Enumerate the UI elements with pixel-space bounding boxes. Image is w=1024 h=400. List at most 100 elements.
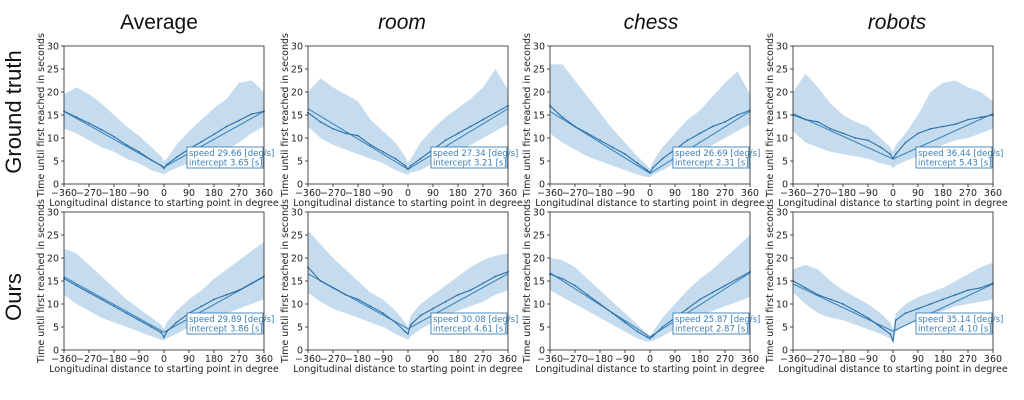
chart-1-point-17 — [494, 111, 497, 114]
chart-4-point-10 — [165, 330, 168, 333]
chart-2-xtick-label-3: −90 — [615, 188, 635, 199]
chart-7-point-9 — [892, 339, 894, 342]
chart-7-point-16 — [967, 289, 969, 292]
chart-4-point-16 — [238, 289, 240, 292]
chart-4-ytick-label-5: 25 — [47, 231, 59, 242]
chart-4-point-7 — [150, 326, 153, 328]
chart-7-point-6 — [867, 316, 869, 319]
chart-7-ytick-label-0: 0 — [782, 346, 788, 357]
chart-2-ytick-label-5: 25 — [533, 65, 545, 76]
chart-6-fit-annotation-box — [672, 312, 750, 335]
chart-0-xtick-label-8: 360 — [255, 188, 273, 199]
chart-5-point-14 — [457, 293, 459, 296]
chart-6-point-15 — [711, 291, 714, 294]
chart-3-x-axis-label: Longitudinal distance to starting point … — [778, 198, 1008, 209]
chart-3-point-4 — [842, 132, 844, 135]
chart-2-ytick-label-0: 0 — [539, 180, 545, 191]
chart-7-ytick-label-2: 10 — [776, 300, 788, 311]
chart-7-ytick-label-3: 15 — [776, 277, 788, 288]
chart-2-point-8 — [646, 169, 649, 172]
chart-4-point-13 — [200, 305, 203, 308]
chart-1-ytick-label-1: 5 — [297, 157, 303, 168]
chart-1-fit-annotation-box — [430, 146, 508, 169]
chart-7-xtick-label-5: 90 — [912, 354, 924, 365]
chart-0-point-16 — [238, 119, 240, 122]
chart-0-xtick-label-7: 270 — [230, 188, 248, 199]
chart-3-ytick-label-3: 15 — [776, 111, 788, 122]
chart-4-point-17 — [250, 282, 253, 285]
chart-4-xtick-label-8: 360 — [255, 354, 273, 365]
chart-7-xtick-label-4: 0 — [890, 354, 896, 365]
chart-5-confidence-band — [308, 230, 508, 340]
chart-2-xtick-label-2: −180 — [587, 188, 613, 199]
chart-1-point-4 — [357, 134, 359, 137]
chart-0-point-17 — [250, 113, 253, 115]
chart-5-point-5 — [369, 305, 372, 308]
chart-5-xtick-label-7: 270 — [474, 354, 492, 365]
chart-4-ytick-label-4: 20 — [47, 254, 59, 265]
chart-6-fit-annotation-line-1: intercept 2.87 [s] — [675, 325, 749, 335]
chart-panel-2: −360−270−180 −90 0 90 180 270 360 0 5 10 15 20 25 30 L… — [522, 33, 765, 209]
chart-2-xtick-label-6: 180 — [691, 188, 709, 199]
chart-5-xtick-label-4: 0 — [405, 354, 411, 365]
chart-7-point-11 — [904, 312, 907, 315]
chart-3-point-9 — [892, 157, 894, 160]
chart-0-x-axis-label: Longitudinal distance to starting point … — [49, 198, 279, 209]
chart-1-xtick-label-2: −180 — [345, 188, 371, 199]
chart-3-xtick-label-8: 360 — [984, 188, 1002, 199]
chart-4-xtick-label-1: −270 — [76, 354, 102, 365]
chart-6-point-13 — [686, 307, 689, 310]
chart-7-fit-annotation-line-0: speed 35.14 [deg/s] — [918, 315, 1003, 325]
chart-0-point-9 — [163, 167, 165, 170]
chart-5-fit-annotation-line-1: intercept 4.61 [s] — [433, 325, 507, 335]
chart-5-point-16 — [482, 282, 484, 285]
chart-3-xtick-label-0: −360 — [780, 188, 806, 199]
chart-0-point-2 — [88, 122, 90, 125]
chart-7-ytick-label-4: 20 — [776, 254, 788, 265]
chart-1-ytick-label-4: 20 — [291, 88, 303, 99]
chart-1-xtick-label-7: 270 — [474, 188, 492, 199]
chart-5-xtick-label-8: 360 — [499, 354, 517, 365]
chart-5-point-11 — [419, 314, 422, 317]
chart-0-xtick-label-4: 0 — [161, 188, 167, 199]
chart-0-fit-annotation-line-0: speed 29.66 [deg/s] — [189, 149, 274, 159]
chart-1-xtick-label-1: −270 — [320, 188, 346, 199]
chart-0-point-15 — [225, 125, 228, 128]
chart-5-fit-annotation-line-0: speed 30.08 [deg/s] — [433, 315, 518, 325]
chart-3-point-17 — [979, 116, 982, 119]
chart-panel-1: −360−270−180 −90 0 90 180 270 360 0 5 10 15 20 25 30 L… — [280, 33, 523, 209]
chart-7-point-17 — [979, 287, 982, 289]
chart-4-point-9 — [163, 336, 165, 338]
chart-7-point-7 — [879, 326, 882, 328]
chart-6-x-axis-label: Longitudinal distance to starting point … — [535, 364, 765, 375]
chart-3-point-14 — [942, 125, 944, 128]
chart-7-point-3 — [829, 298, 832, 301]
chart-6-xtick-label-8: 360 — [741, 354, 759, 365]
chart-4-point-11 — [175, 321, 178, 324]
chart-7-xtick-label-1: −270 — [805, 354, 831, 365]
chart-5-y-axis-label: Time until first reached in seconds — [280, 199, 291, 364]
chart-3-point-1 — [804, 118, 807, 121]
chart-2-fit-annotation-box — [672, 146, 750, 169]
chart-6-point-11 — [661, 326, 664, 328]
chart-1-xtick-label-3: −90 — [373, 188, 393, 199]
chart-4-y-axis-label: Time until first reached in seconds — [36, 199, 47, 364]
chart-1-ytick-label-0: 0 — [297, 180, 303, 191]
chart-3-xtick-label-5: 90 — [912, 188, 924, 199]
chart-2-y-axis-label: Time until first reached in seconds — [522, 33, 533, 198]
chart-4-xtick-label-7: 270 — [230, 354, 248, 365]
chart-0-xtick-label-5: 90 — [183, 188, 195, 199]
chart-2-point-11 — [661, 157, 664, 160]
chart-1-ytick-label-2: 10 — [291, 134, 303, 145]
chart-4-ytick-label-1: 5 — [53, 323, 59, 334]
chart-0-ytick-label-3: 15 — [47, 111, 59, 122]
chart-6-ytick-label-5: 25 — [533, 231, 545, 242]
chart-7-fit-line — [792, 283, 994, 332]
chart-2-point-3 — [586, 132, 589, 135]
chart-5-xtick-label-5: 90 — [427, 354, 439, 365]
chart-1-ytick-label-3: 15 — [291, 111, 303, 122]
chart-panel-5: −360−270−180 −90 0 90 180 270 360051015202530L… — [280, 199, 523, 375]
chart-0-point-14 — [213, 133, 215, 136]
chart-1-xtick-label-5: 90 — [427, 188, 439, 199]
chart-0-xtick-label-0: −360 — [51, 188, 77, 199]
